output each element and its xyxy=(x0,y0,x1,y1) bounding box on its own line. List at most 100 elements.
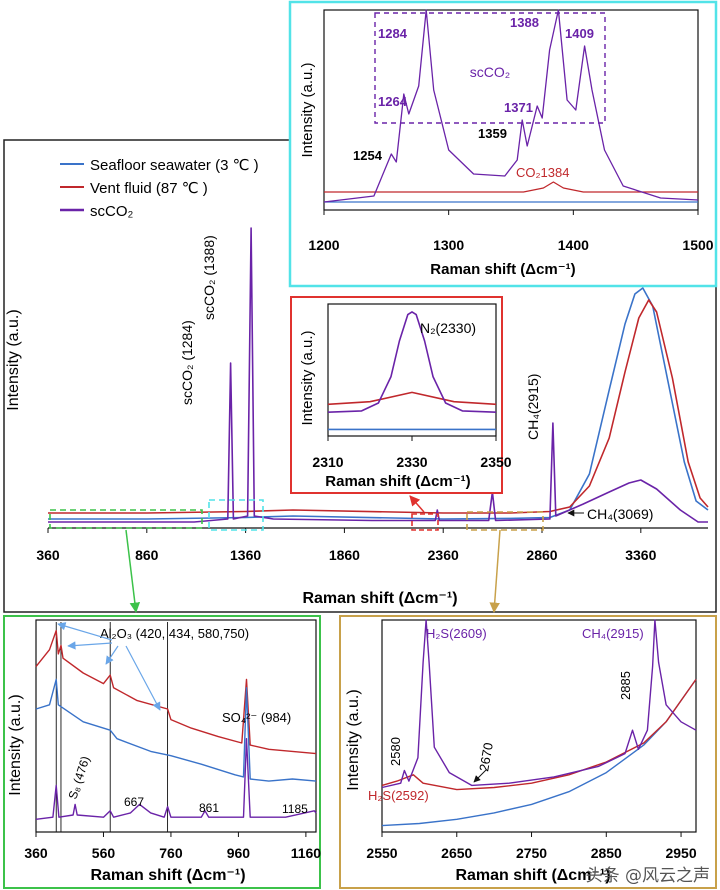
scco2-dashed-box xyxy=(374,12,606,124)
inset_scco2-tick-label: 1400 xyxy=(558,237,589,253)
label-ch4-3069: CH₄(3069) xyxy=(587,506,653,522)
bottom_left-series-scco- xyxy=(35,738,317,820)
label-ch4-2915: CH₄(2915) xyxy=(525,374,541,440)
main-tick-label: 2860 xyxy=(526,547,557,563)
inset_scco2-tick-label: 1500 xyxy=(682,237,713,253)
al2o3-pointers xyxy=(57,622,161,711)
scco2-box-label: scCO₂ xyxy=(470,64,510,80)
label-2670: 2670 xyxy=(476,741,496,772)
bottom_right-tick-label: 2650 xyxy=(441,845,472,861)
legend-scco2: scCO₂ xyxy=(90,203,134,220)
label-861: 861 xyxy=(199,801,219,815)
bottom-right-y-label: Intensity (a.u.) xyxy=(345,689,362,790)
main-y-label: Intensity (a.u.) xyxy=(5,309,22,410)
inset_scco2-series-scco- xyxy=(323,9,699,203)
inset_n2-tick-label: 2310 xyxy=(312,454,343,470)
inset-scco2-frame xyxy=(288,0,718,288)
inset-n2-y-label: Intensity (a.u.) xyxy=(299,330,316,425)
label-1185: 1185 xyxy=(282,802,308,816)
main-series-vent-fluid-87- xyxy=(48,299,709,514)
main-legend: Seafloor seawater (3 ℃ ) Vent fluid (87 … xyxy=(60,157,259,220)
main-series-scco- xyxy=(48,227,708,523)
peak-1264: 1264 xyxy=(378,94,408,109)
inset-scco2-y-label: Intensity (a.u.) xyxy=(299,62,316,157)
highlight-box-green xyxy=(49,509,203,529)
inset_n2-tick-label: 2350 xyxy=(480,454,511,470)
bottom_right-tick-label: 2550 xyxy=(366,845,397,861)
bottom-left-y-label: Intensity (a.u.) xyxy=(7,694,24,795)
bottom_left-axes-box xyxy=(35,619,317,833)
al2o3-arrow-750 xyxy=(125,645,161,711)
bottom_right-axes-box xyxy=(381,619,697,833)
main-tick-label: 360 xyxy=(36,547,60,563)
label-al2o3: Al₂O₃ (420, 434, 580,750) xyxy=(100,626,249,641)
highlight-box-gold xyxy=(466,511,544,531)
legend-seawater: Seafloor seawater (3 ℃ ) xyxy=(90,157,259,174)
bottom_right-series-vent-fluid xyxy=(381,678,697,791)
watermark: 头条 @风云之声 xyxy=(585,866,710,886)
label-scco2-1284: scCO₂ (1284) xyxy=(179,320,195,405)
arrow-to-bottom-right xyxy=(489,529,501,614)
bottom_left-tick-label: 760 xyxy=(159,845,183,861)
al2o3-arrow-420 xyxy=(57,622,113,641)
label-h2s-2592: H₂S(2592) xyxy=(368,788,429,803)
al2o3-arrow-580 xyxy=(105,645,119,665)
label-h2s-2609: H₂S(2609) xyxy=(426,626,487,641)
bottom-right-x-label: Raman shift (Δcm⁻¹) xyxy=(455,867,610,884)
label-n2-2330: N₂(2330) xyxy=(420,320,476,336)
bottom_left-series-vent-fluid xyxy=(35,629,317,755)
bottom-left-plot: 360 560 760 960 1160 xyxy=(24,619,322,861)
bottom_left-tick-label: 1160 xyxy=(291,845,322,861)
highlight-box-cyan xyxy=(208,499,264,531)
peak-1371: 1371 xyxy=(504,100,533,115)
label-so4: SO₄²⁻ (984) xyxy=(222,710,291,725)
bottom_right-tick-label: 2850 xyxy=(591,845,622,861)
inset-n2-plot: 2310 2330 2350 xyxy=(312,303,512,470)
al2o3-arrow-434 xyxy=(67,641,113,650)
label-2580: 2580 xyxy=(388,737,403,766)
peak-1359: 1359 xyxy=(478,126,507,141)
bottom_left-series-seafloor-seawater xyxy=(35,678,317,782)
bottom_left-tick-label: 360 xyxy=(24,845,48,861)
arrow-to-n2-inset xyxy=(409,495,425,513)
label-scco2-1388: scCO₂ (1388) xyxy=(201,235,217,320)
inset_n2-series-vent-fluid xyxy=(327,391,497,406)
main-tick-label: 1860 xyxy=(329,547,360,563)
bottom_left-tick-label: 560 xyxy=(92,845,116,861)
inset_scco2-tick-label: 1300 xyxy=(433,237,464,253)
arrow-2670 xyxy=(473,769,487,783)
label-2885: 2885 xyxy=(618,671,633,700)
highlight-box-red xyxy=(411,513,439,531)
label-667: 667 xyxy=(124,795,144,809)
bottom_right-series-scco- xyxy=(381,619,697,789)
inset_scco2-tick-label: 1200 xyxy=(308,237,339,253)
bottom-right-plot: 2550 2650 2750 2850 2950 xyxy=(366,619,697,861)
inset_scco2-series-vent-fluid xyxy=(324,181,698,193)
legend-vent: Vent fluid (87 ℃ ) xyxy=(90,180,208,197)
bottom_right-tick-label: 2950 xyxy=(665,845,696,861)
label-co2-1384: CO₂1384 xyxy=(516,165,569,180)
main-x-label: Raman shift (Δcm⁻¹) xyxy=(302,590,457,607)
peak-1409: 1409 xyxy=(565,26,594,41)
main-tick-label: 860 xyxy=(135,547,159,563)
main-tick-label: 1360 xyxy=(230,547,261,563)
bottom-left-x-label: Raman shift (Δcm⁻¹) xyxy=(90,867,245,884)
main-tick-label: 2360 xyxy=(428,547,459,563)
bottom_right-tick-label: 2750 xyxy=(516,845,547,861)
inset-scco2-x-label: Raman shift (Δcm⁻¹) xyxy=(430,261,575,278)
arrow-to-bottom-left xyxy=(125,529,141,614)
peak-1284: 1284 xyxy=(378,26,408,41)
inset_n2-tick-label: 2330 xyxy=(396,454,427,470)
bottom_left-tick-label: 960 xyxy=(227,845,251,861)
inset-n2-frame xyxy=(290,296,503,494)
inset_scco2-axes-box xyxy=(323,9,699,211)
peak-1254: 1254 xyxy=(353,148,383,163)
inset-n2-x-label: Raman shift (Δcm⁻¹) xyxy=(325,473,470,490)
main-tick-label: 3360 xyxy=(625,547,656,563)
main-series-seafloor-seawater-3- xyxy=(48,287,709,520)
peak-1388: 1388 xyxy=(510,15,539,30)
inset-scco2-plot: 1200 1300 1400 1500 xyxy=(308,9,714,253)
inset_n2-series-scco- xyxy=(327,311,497,413)
label-ch4-2915-br: CH₄(2915) xyxy=(582,626,644,641)
